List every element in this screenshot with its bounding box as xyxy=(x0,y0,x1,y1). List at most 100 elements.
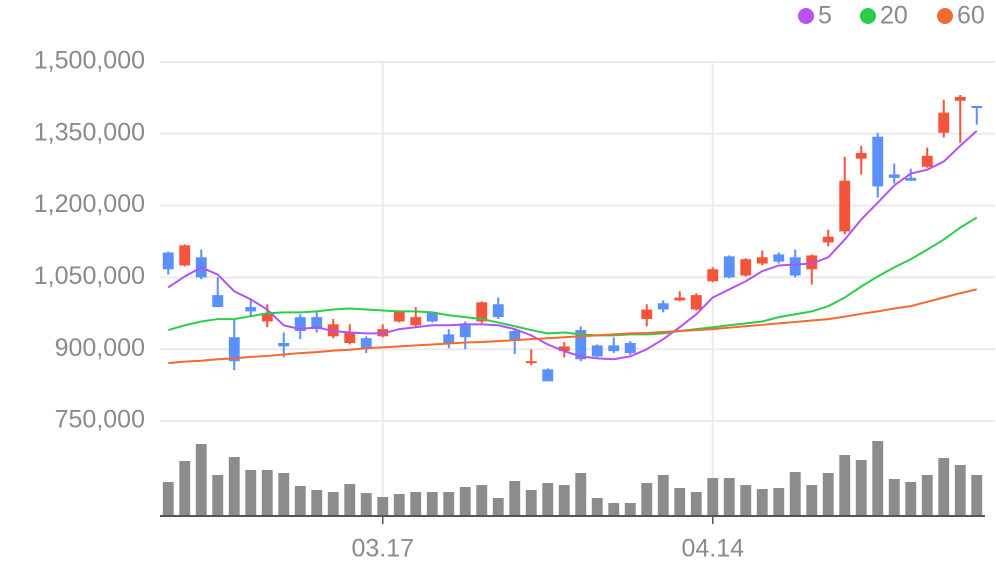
legend-swatch xyxy=(860,8,876,24)
candle-body xyxy=(410,317,422,326)
volume-bar xyxy=(426,492,438,516)
volume-bar xyxy=(179,461,191,516)
legend-label: 20 xyxy=(880,2,908,30)
x-tick-label: 04.14 xyxy=(681,535,744,563)
candle-body xyxy=(855,152,867,159)
candle-body xyxy=(641,309,653,320)
candle-body xyxy=(905,177,917,181)
candle-body xyxy=(542,369,554,382)
candle-body xyxy=(459,323,471,338)
y-tick-label: 900,000 xyxy=(55,334,145,362)
candle-body xyxy=(228,337,240,362)
candle-body xyxy=(657,303,669,310)
volume-bar xyxy=(707,478,719,516)
candle-body xyxy=(311,317,323,330)
candle-body xyxy=(294,317,306,332)
volume-bar xyxy=(162,482,174,516)
ma-line xyxy=(167,130,978,361)
volume-bar xyxy=(608,503,620,516)
y-tick-label: 1,050,000 xyxy=(34,262,145,290)
volume-bar xyxy=(624,503,636,516)
volume-bar xyxy=(393,494,405,516)
volume-bar xyxy=(459,487,471,516)
candle-body xyxy=(179,245,191,266)
candle-body xyxy=(872,136,884,187)
volume-bar xyxy=(245,470,257,516)
volume-bar xyxy=(674,488,686,516)
legend-label: 5 xyxy=(818,2,832,30)
volume-bar xyxy=(410,492,422,516)
volume-bar xyxy=(806,485,818,516)
volume-bar xyxy=(195,444,207,516)
legend-swatch xyxy=(937,8,953,24)
candle-body xyxy=(426,312,438,322)
volume-bar xyxy=(723,478,735,516)
volume-bar xyxy=(921,475,933,516)
volume-bar xyxy=(492,498,504,516)
candle-body xyxy=(162,252,174,270)
volume-bar xyxy=(575,473,587,516)
volume-bar xyxy=(327,492,339,516)
candle-body xyxy=(443,334,455,344)
volume-bar xyxy=(822,473,834,516)
volume-bar xyxy=(872,441,884,516)
candle-body xyxy=(591,345,603,357)
candle-body xyxy=(822,236,834,243)
candle-body xyxy=(261,313,273,322)
volume-bar xyxy=(641,483,653,516)
y-tick-label: 750,000 xyxy=(55,406,145,434)
volume-bar xyxy=(294,486,306,516)
volume-bar xyxy=(756,489,768,516)
candle-body xyxy=(740,259,752,276)
volume-bar xyxy=(789,472,801,516)
candle-body xyxy=(212,295,224,308)
candle-body xyxy=(558,346,570,352)
volume-bar xyxy=(311,490,323,516)
volume-bar xyxy=(938,458,950,516)
volume-bar xyxy=(542,483,554,516)
candle-body xyxy=(723,256,735,278)
candle-body xyxy=(707,269,719,282)
volume-bar xyxy=(212,475,224,516)
volume-bar xyxy=(476,485,488,516)
candle-body xyxy=(509,331,521,342)
candle-body xyxy=(806,255,818,270)
candle-body xyxy=(344,332,356,344)
volume-bar xyxy=(278,473,290,516)
volume-bar xyxy=(971,475,983,516)
candle-body xyxy=(674,297,686,301)
volume-bar xyxy=(690,492,702,516)
volume-bar xyxy=(905,482,917,516)
candle-body xyxy=(393,311,405,322)
ma-line xyxy=(167,216,978,337)
candle-body xyxy=(476,302,488,322)
volume-bar xyxy=(344,484,356,516)
candle-body xyxy=(971,105,983,108)
x-tick-label: 03.17 xyxy=(351,535,414,563)
y-tick-label: 1,350,000 xyxy=(34,118,145,146)
candle-body xyxy=(756,257,768,264)
ma-line xyxy=(168,288,977,365)
volume-bar xyxy=(261,470,273,516)
candle-body xyxy=(360,338,372,349)
candle-body xyxy=(492,304,504,318)
volume-bar xyxy=(888,479,900,516)
legend-label: 60 xyxy=(957,2,985,30)
volume-bar xyxy=(443,492,455,516)
volume-bar xyxy=(509,481,521,516)
candle-body xyxy=(575,330,587,360)
volume-bar xyxy=(377,497,389,516)
volume-bar xyxy=(360,493,372,516)
candle-body xyxy=(938,112,950,133)
y-tick-label: 1,500,000 xyxy=(34,47,145,75)
volume-bar xyxy=(228,457,240,516)
candle-body xyxy=(888,174,900,178)
volume-bar xyxy=(525,490,537,516)
candle-body xyxy=(839,180,851,232)
legend-swatch xyxy=(798,8,814,24)
candle-body xyxy=(789,257,801,276)
y-tick-label: 1,200,000 xyxy=(34,190,145,218)
candle-body xyxy=(624,343,636,354)
candle-body xyxy=(954,96,966,101)
